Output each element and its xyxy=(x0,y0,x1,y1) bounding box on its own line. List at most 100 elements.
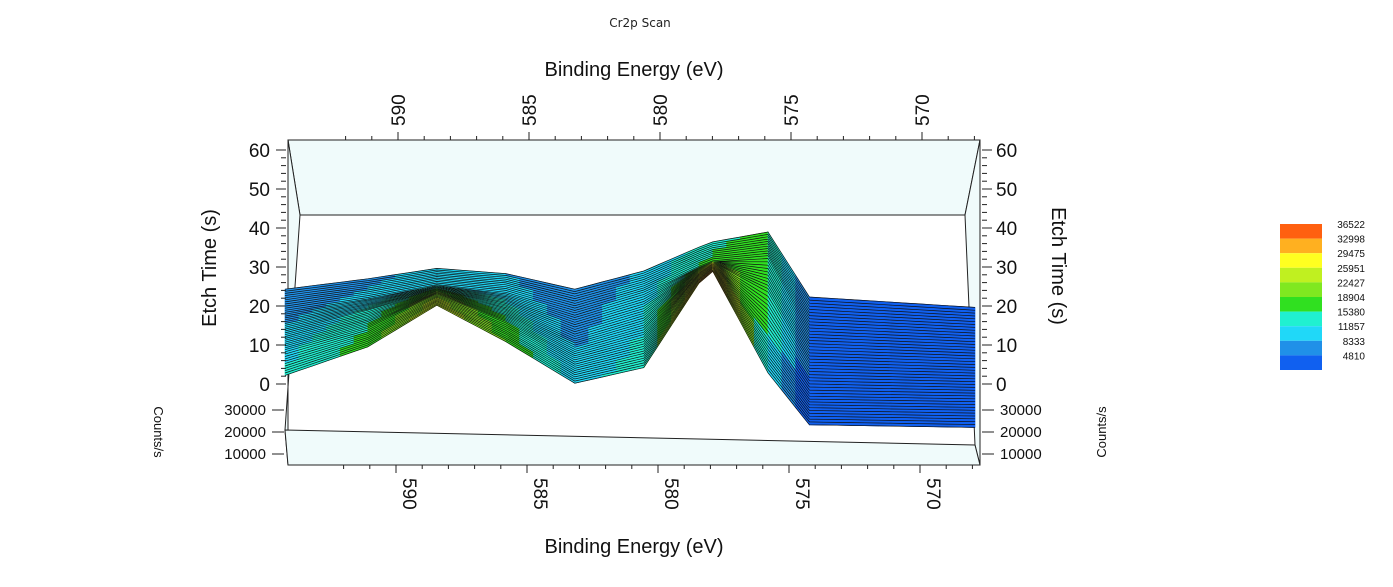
x-axis-bottom: 590 585 580 575 570 xyxy=(343,465,973,510)
legend-swatch xyxy=(1280,326,1322,341)
z-tick-label-left: 30000 xyxy=(224,402,266,419)
z-tick-label-right: 30000 xyxy=(1000,402,1042,419)
spectrum-line xyxy=(284,261,976,357)
legend-label: 4810 xyxy=(1343,351,1366,362)
spectrum-line xyxy=(284,261,976,343)
spectrum-line xyxy=(284,262,976,383)
y-axis-right: 60 50 40 30 20 10 0 xyxy=(982,141,1017,396)
y-tick-label-left: 40 xyxy=(249,219,270,240)
y-tick-label-left: 20 xyxy=(249,297,270,318)
legend-label: 32998 xyxy=(1337,235,1365,246)
x-tick-label-top: 575 xyxy=(782,94,803,126)
spectrum-line xyxy=(284,241,976,320)
spectrum-line xyxy=(284,262,976,377)
y-tick-label-left: 30 xyxy=(249,258,270,279)
z-tick-label-right: 10000 xyxy=(1000,446,1042,463)
spectrum-line xyxy=(284,231,976,308)
y-tick-label-left: 50 xyxy=(249,180,270,201)
x-tick-label-bottom: 590 xyxy=(398,478,419,510)
spectrum-line xyxy=(284,270,976,428)
spectrum-line xyxy=(284,267,976,417)
legend-label: 29475 xyxy=(1337,249,1365,260)
spectrum-line xyxy=(284,264,976,405)
x-tick-label-bottom: 585 xyxy=(529,478,550,510)
x-tick-label-bottom: 580 xyxy=(660,478,681,510)
spectrum-line xyxy=(284,261,976,348)
z-axis-right: 30000 20000 10000 xyxy=(982,402,1042,463)
x-tick-label-top: 580 xyxy=(651,94,672,126)
legend-swatch xyxy=(1280,311,1322,327)
chart-title: Cr2p Scan xyxy=(609,16,671,30)
spectrum-line xyxy=(284,261,976,363)
x-tick-label-top: 570 xyxy=(913,94,934,126)
spectrum-line xyxy=(284,261,976,371)
y-tick-label-right: 0 xyxy=(996,375,1007,396)
x-axis-title-bottom: Binding Energy (eV) xyxy=(545,536,724,558)
legend-label: 25951 xyxy=(1337,264,1365,275)
legend-label: 22427 xyxy=(1337,278,1365,289)
spectrum-line xyxy=(284,245,976,325)
legend-swatch xyxy=(1280,340,1322,356)
y-tick-label-right: 40 xyxy=(996,219,1017,240)
y-tick-label-right: 60 xyxy=(996,141,1017,162)
legend-swatch xyxy=(1280,253,1322,268)
z-axis-title-left: Counts/s xyxy=(151,406,166,458)
legend-label: 18904 xyxy=(1337,293,1365,304)
y-axis-title-right: Etch Time (s) xyxy=(1047,207,1069,325)
spectrum-line xyxy=(284,261,976,354)
surface-group xyxy=(284,230,976,428)
z-tick-label-left: 10000 xyxy=(224,446,266,463)
x-tick-label-top: 585 xyxy=(520,94,541,126)
spectrum-line xyxy=(284,262,976,374)
legend-swatch xyxy=(1280,238,1322,254)
legend-label: 11857 xyxy=(1338,322,1366,333)
y-tick-label-right: 30 xyxy=(996,258,1017,279)
y-tick-label-right: 20 xyxy=(996,297,1017,318)
spectrum-line xyxy=(284,269,976,425)
z-axis-title-right: Counts/s xyxy=(1094,406,1109,458)
spectrum-line xyxy=(284,250,976,331)
legend-swatch xyxy=(1280,355,1322,370)
legend-swatch xyxy=(1280,297,1322,312)
spectrum-line xyxy=(284,261,976,365)
z-axis-left: 30000 20000 10000 xyxy=(224,402,284,463)
spectrum-line xyxy=(284,252,976,334)
spectrum-line xyxy=(284,262,976,388)
legend-swatch xyxy=(1280,224,1322,239)
spectrum-line xyxy=(284,265,976,408)
y-tick-label-left: 60 xyxy=(249,141,270,162)
legend-swatch xyxy=(1280,282,1322,297)
floor xyxy=(284,429,981,466)
spectrum-line xyxy=(284,261,976,345)
spectrum-line xyxy=(284,261,976,368)
spectrum-line xyxy=(284,262,976,397)
spectrum-line xyxy=(284,262,976,385)
legend-label: 15380 xyxy=(1337,308,1365,319)
y-tick-label-right: 10 xyxy=(996,336,1017,357)
spectrum-line xyxy=(284,238,976,317)
back-wall xyxy=(287,139,981,216)
legend-label: 36522 xyxy=(1337,220,1365,231)
y-axis-left: 60 50 40 30 20 10 0 xyxy=(249,141,286,396)
spectrum-line xyxy=(284,263,976,400)
spectrum-line xyxy=(284,266,976,414)
y-tick-label-right: 50 xyxy=(996,180,1017,201)
legend: 36522 32998 29475 25951 22427 18904 15380 11857… xyxy=(1280,220,1365,370)
spectrum-line xyxy=(284,236,976,314)
x-axis-title-top: Binding Energy (eV) xyxy=(545,59,724,81)
spectrum-line xyxy=(284,269,976,423)
spectrum-line xyxy=(284,248,976,328)
z-tick-label-right: 20000 xyxy=(1000,424,1042,441)
spectrum-line xyxy=(284,258,976,340)
spectrum-line xyxy=(284,234,976,311)
y-axis-title-left: Etch Time (s) xyxy=(199,209,221,327)
spectrum-line xyxy=(284,261,976,351)
spectrum-line xyxy=(284,266,976,411)
spectrum-line xyxy=(284,262,976,391)
x-tick-label-bottom: 570 xyxy=(922,478,943,510)
x-axis-top: 590 585 580 575 570 xyxy=(345,94,975,140)
spectrum-line xyxy=(284,255,976,337)
z-tick-label-left: 20000 xyxy=(224,424,266,441)
x-tick-label-top: 590 xyxy=(389,94,410,126)
